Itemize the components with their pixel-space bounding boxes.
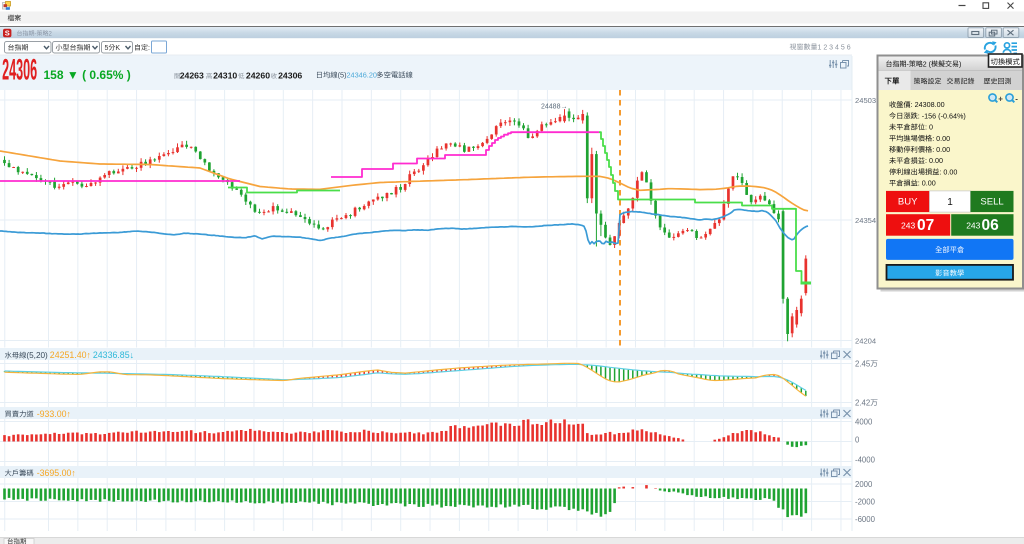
svg-text:24263: 24263 — [180, 71, 204, 81]
svg-text:2.42: 2.42 — [855, 398, 870, 407]
svg-text:-: - — [35, 31, 37, 37]
svg-text:: 24308.00: : 24308.00 — [911, 100, 945, 109]
svg-text:2.45: 2.45 — [855, 359, 871, 368]
svg-text:-4000: -4000 — [855, 455, 876, 464]
svg-text:SELL: SELL — [980, 197, 1003, 208]
svg-text:1 2 3 4 5 6: 1 2 3 4 5 6 — [818, 44, 851, 51]
svg-text:24503: 24503 — [855, 96, 876, 105]
svg-text:(5): (5) — [338, 71, 347, 80]
svg-text:: -156 (-0.64%): : -156 (-0.64%) — [918, 111, 966, 120]
svg-text:5: 5 — [105, 45, 109, 52]
svg-text:1: 1 — [947, 197, 953, 208]
svg-text::: : — [148, 45, 150, 52]
svg-text:158 ▼ ( 0.65% ): 158 ▼ ( 0.65% ) — [44, 68, 131, 82]
svg-text:: 0.00: : 0.00 — [925, 156, 943, 165]
svg-text:-: - — [907, 61, 910, 68]
svg-text:24260: 24260 — [246, 71, 270, 81]
svg-text:24306: 24306 — [2, 52, 37, 86]
svg-text:+: + — [998, 95, 1003, 104]
svg-text:2 (: 2 ( — [923, 61, 932, 68]
svg-text:-2000: -2000 — [855, 497, 876, 506]
svg-text:: 0.00: : 0.00 — [939, 167, 957, 176]
svg-text:-3695.00↑: -3695.00↑ — [37, 468, 76, 478]
svg-text:24354: 24354 — [855, 216, 876, 225]
svg-text:2000: 2000 — [855, 480, 873, 489]
svg-text:S: S — [5, 29, 10, 38]
svg-text:: 0.00: : 0.00 — [932, 145, 950, 154]
svg-text:2: 2 — [49, 31, 53, 37]
svg-text:243: 243 — [901, 221, 915, 231]
svg-text:): ) — [959, 61, 961, 68]
svg-text:24310: 24310 — [213, 71, 237, 81]
svg-text:0: 0 — [855, 435, 860, 444]
svg-text:: 0.00: : 0.00 — [932, 134, 950, 143]
svg-text:24306: 24306 — [278, 71, 302, 81]
svg-text:-933.00↑: -933.00↑ — [37, 409, 71, 419]
svg-text:(5,20): (5,20) — [26, 351, 48, 360]
svg-text:24336.85↓: 24336.85↓ — [93, 350, 134, 360]
svg-text:: 0.00: : 0.00 — [918, 179, 936, 188]
svg-text:24204: 24204 — [855, 336, 876, 345]
svg-text:BUY: BUY — [898, 197, 918, 208]
svg-text:24251.40↑: 24251.40↑ — [50, 350, 91, 360]
svg-text:-6000: -6000 — [855, 515, 876, 524]
svg-text:24488→: 24488→ — [541, 104, 567, 111]
svg-text:-: - — [1015, 95, 1018, 104]
svg-text:: 0: : 0 — [925, 123, 933, 132]
svg-text:243: 243 — [966, 221, 980, 231]
svg-text:K: K — [115, 45, 120, 52]
svg-text:4000: 4000 — [855, 417, 873, 426]
svg-text:24346.20: 24346.20 — [347, 71, 377, 80]
svg-text:06: 06 — [982, 217, 1000, 234]
svg-text:07: 07 — [917, 217, 934, 234]
